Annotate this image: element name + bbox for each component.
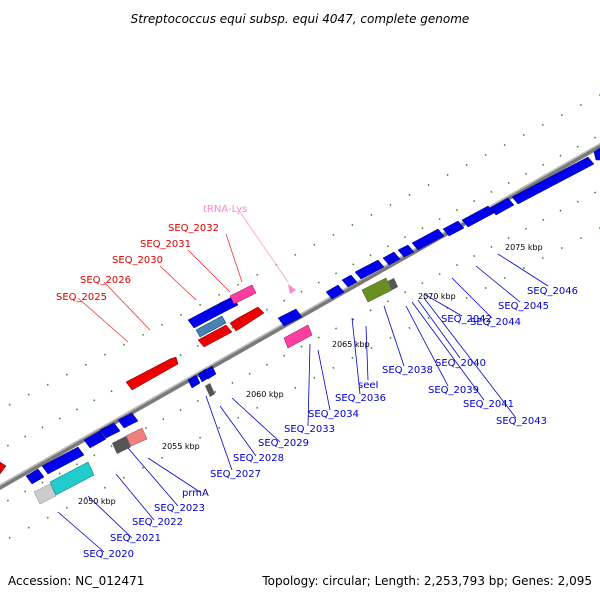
gene-SEQ-2020: [25, 468, 45, 485]
green-feature: [361, 277, 393, 303]
gene-SEQ-2029: [187, 374, 201, 389]
label-seq-2026: SEQ_2026: [80, 275, 131, 286]
label-trna-lys: tRNA-Lys: [203, 204, 247, 215]
labels-forward: SEQ_2046 SEQ_2045 SEQ_2044 SEQ_2042 SEQ_…: [83, 286, 578, 560]
gene-SEQ-2022: [83, 430, 107, 449]
trna-marker: [288, 284, 296, 294]
label-seq-2032: SEQ_2032: [168, 223, 219, 234]
gene-SEQ-2046: [511, 156, 595, 205]
label-seq-2036: SEQ_2036: [335, 393, 386, 404]
leader-lines-blue: [57, 253, 549, 553]
label-seq-2040: SEQ_2040: [435, 358, 486, 369]
grey-feature-left: [112, 436, 131, 454]
label-seq-2022: SEQ_2022: [132, 517, 183, 528]
label-prma: prmA: [182, 488, 209, 499]
accession-text: Accession: NC_012471: [8, 574, 144, 588]
trna-feature: [229, 284, 257, 305]
special-features: [33, 277, 398, 505]
forward-genes-upper: [325, 147, 600, 300]
reverse-genes: [0, 306, 265, 475]
gene-SEQ-2032b: [237, 306, 265, 327]
pink-feature-mid: [283, 324, 313, 349]
scale-2065: 2065 kbp: [332, 340, 370, 349]
forward-genes-left: [25, 296, 239, 485]
label-seq-2041: SEQ_2041: [463, 399, 514, 410]
label-seq-2020: SEQ_2020: [83, 549, 134, 560]
label-seq-2027: SEQ_2027: [210, 469, 261, 480]
gene-SEQ-2043: [442, 220, 465, 237]
label-seq-2044: SEQ_2044: [470, 317, 521, 328]
gene-SEQ-2021: [41, 446, 85, 475]
gene-SEQ-2041: [397, 244, 415, 258]
label-seq-2042: SEQ_2042: [441, 314, 492, 325]
label-seq-2038: SEQ_2038: [382, 365, 433, 376]
labels-reverse: SEQ_2032 SEQ_2031 SEQ_2030 SEQ_2026 SEQ_…: [56, 223, 219, 303]
topology-text: Topology: circular; Length: 2,253,793 bp…: [261, 574, 592, 588]
grey-small-feature: [388, 278, 398, 290]
gene-SEQ-2026: [197, 324, 233, 348]
label-seq-2033: SEQ_2033: [284, 424, 335, 435]
label-seq-2030: SEQ_2030: [112, 255, 163, 266]
gene-SEQ-2038: [341, 274, 358, 288]
gene-far-right: [593, 147, 600, 161]
tick-track-outer: [0, 94, 600, 544]
gene-SEQ-2036: [325, 284, 345, 300]
label-seq-2031: SEQ_2031: [140, 239, 191, 250]
gene-SEQ-2039: [354, 259, 385, 280]
leader-lines-red: [77, 233, 243, 343]
scale-2075: 2075 kbp: [505, 243, 543, 252]
grey-feature-mid: [205, 383, 215, 397]
forward-genes-mid: [187, 308, 303, 389]
lightgrey-feature: [33, 483, 57, 505]
map-title: Streptococcus equi subsp. equi 4047, com…: [131, 12, 470, 26]
gene-SEQ-2025: [125, 356, 179, 391]
scale-2060: 2060 kbp: [246, 390, 284, 399]
label-seq-2039: SEQ_2039: [428, 385, 479, 396]
cyan-feature: [49, 461, 95, 496]
label-seq-2029: SEQ_2029: [258, 438, 309, 449]
gene-SEQ-2034: [277, 308, 303, 327]
gene-SEQ-2042: [411, 228, 445, 251]
leader-lines-pink: [239, 211, 289, 283]
label-seq-2046: SEQ_2046: [527, 286, 578, 297]
label-seq-2025: SEQ_2025: [56, 292, 107, 303]
gene-SEQ-2023: [99, 422, 121, 439]
salmon-feature: [125, 427, 148, 447]
scale-2070: 2070 kbp: [418, 292, 456, 301]
gene-SEQ-2040: [382, 251, 401, 266]
scale-2055: 2055 kbp: [162, 442, 200, 451]
label-seq-2034: SEQ_2034: [308, 409, 359, 420]
scale-labels: 2075 kbp 2070 kbp 2065 kbp 2060 kbp 2055…: [78, 243, 543, 506]
gene-SEQ-2044: [461, 205, 495, 228]
label-seq-2023: SEQ_2023: [154, 503, 205, 514]
gene-left-edge: [0, 461, 7, 475]
label-seq-2043: SEQ_2043: [496, 416, 547, 427]
label-seq-2028: SEQ_2028: [233, 453, 284, 464]
blue-steel-feature: [195, 315, 227, 338]
label-seq-2021: SEQ_2021: [110, 533, 161, 544]
label-seel: seeI: [358, 380, 378, 391]
gene-prmA: [117, 412, 139, 429]
gene-SEQ-2027: [203, 365, 217, 380]
scale-2050: 2050 kbp: [78, 497, 116, 506]
label-seq-2045: SEQ_2045: [498, 301, 549, 312]
